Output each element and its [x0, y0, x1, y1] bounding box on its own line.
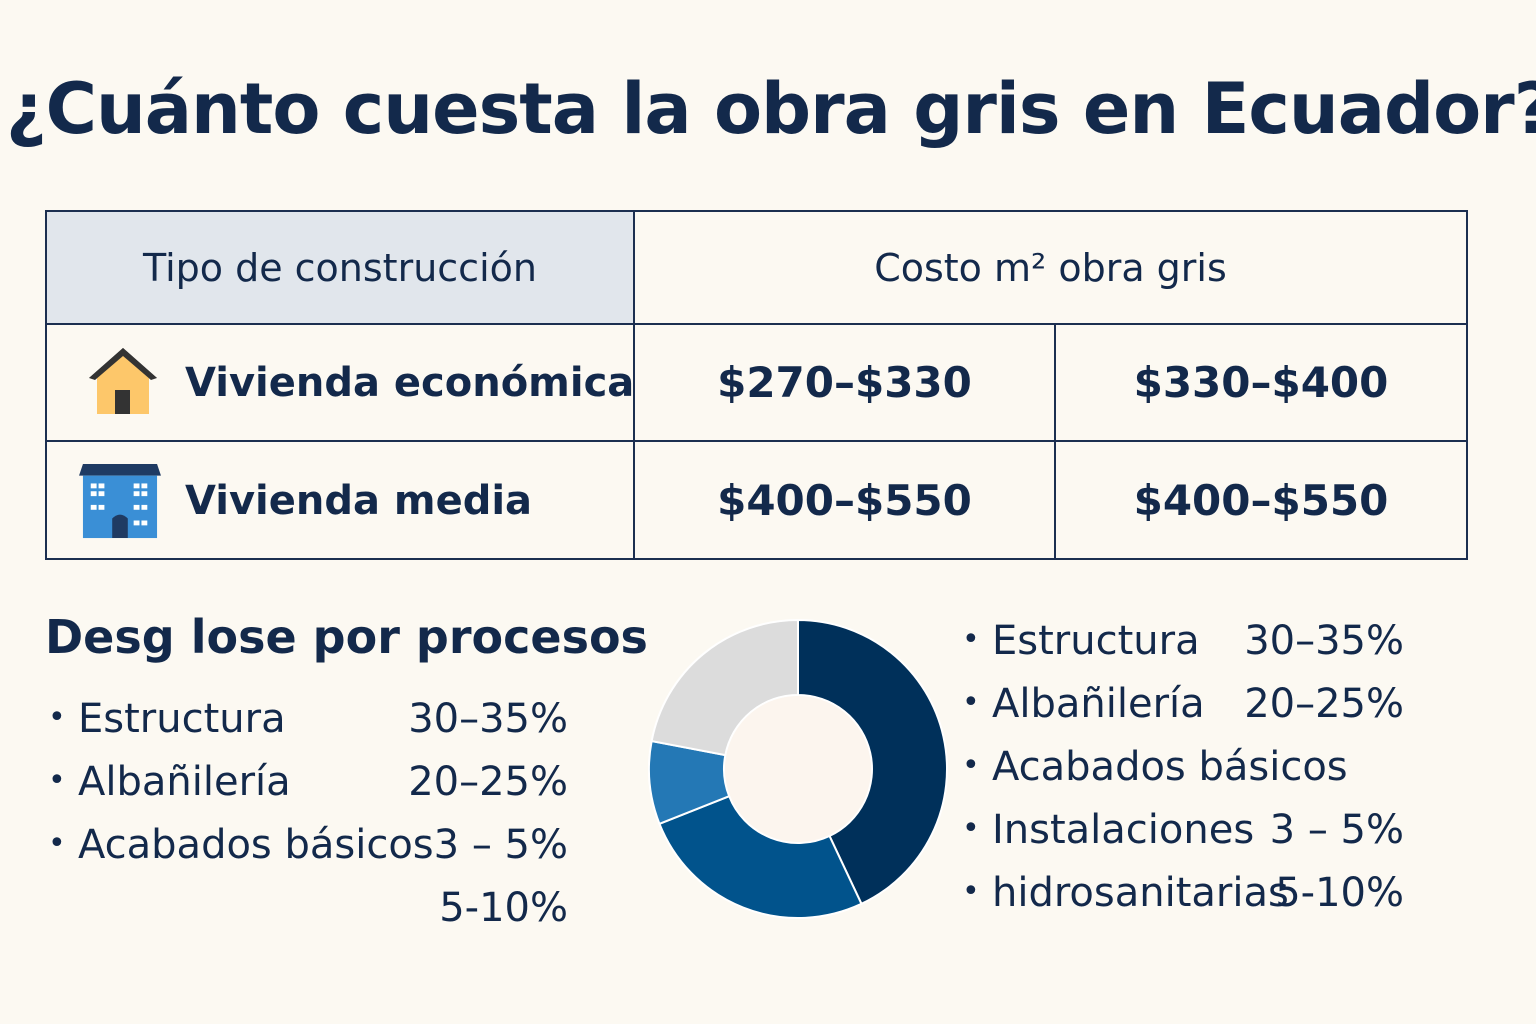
price-media-2: $400–$550 [1133, 476, 1389, 525]
list-item: • Acabados básicos 3 – 5% [48, 818, 568, 881]
house-icon [89, 347, 157, 414]
list-item: • Instalaciones 3 – 5% [962, 803, 1404, 866]
list-item-label: Estructura [992, 618, 1200, 664]
donut-hole [725, 696, 871, 842]
donut-slice-4 [650, 618, 799, 757]
list-item-label: hidrosanitarias [992, 870, 1289, 916]
row-media-type: Vivienda media [47, 442, 635, 559]
bullet: • [962, 748, 980, 783]
bullet: • [962, 811, 980, 846]
list-item-value: 3 – 5% [433, 822, 568, 868]
donut-slice-2 [658, 794, 863, 919]
list-item: • hidrosanitarias 5-10% [962, 866, 1404, 929]
list-item-label: Albañilería [992, 681, 1205, 727]
list-item-label: Albañilería [78, 759, 291, 805]
price-economica-1: $270–$330 [635, 325, 1056, 442]
list-item-value: 30–35% [1244, 618, 1404, 664]
price-media-1: $400–$550 [635, 442, 1056, 559]
list-item-label: Acabados básicos [78, 822, 434, 868]
list-item: • Albañilería 20–25% [962, 677, 1404, 740]
row-label-economica: Vivienda económica [185, 359, 635, 406]
list-item: • Albañilería 20–25% [48, 755, 568, 818]
list-item-label: Acabados básicos [992, 744, 1348, 790]
header-cost-per-m2: Costo m² obra gris [635, 212, 1466, 325]
page-title: ¿Cuánto cuesta la obra gris en Ecuador? [6, 68, 1536, 150]
list-item-label: Estructura [78, 696, 286, 742]
header-construction-type: Tipo de construcción [47, 212, 635, 325]
list-item-value: 5-10% [1275, 870, 1404, 916]
breakdown-list-right: • Estructura 30–35% • Albañilería 20–25%… [962, 614, 1404, 929]
breakdown-list-left: • Estructura 30–35% • Albañilería 20–25%… [48, 692, 568, 944]
bullet: • [48, 700, 66, 735]
row-label-media: Vivienda media [185, 477, 533, 524]
list-item: • Estructura 30–35% [48, 692, 568, 755]
building-icon [79, 463, 161, 538]
donut-slice-1 [797, 618, 948, 906]
list-item: • Estructura 30–35% [962, 614, 1404, 677]
bullet: • [48, 763, 66, 798]
list-item: 5-10% [48, 881, 568, 944]
bullet: • [962, 685, 980, 720]
price-economica-2: $330–$400 [1056, 325, 1466, 442]
list-item: • Acabados básicos [962, 740, 1404, 803]
bullet: • [962, 622, 980, 657]
list-item-value: 20–25% [408, 759, 568, 805]
bullet: • [48, 826, 66, 861]
list-item-label: Instalaciones [992, 807, 1255, 853]
bullet: • [962, 874, 980, 909]
donut-chart [648, 618, 948, 919]
row-economica-type: Vivienda económica [47, 325, 635, 442]
list-item-value: 20–25% [1244, 681, 1404, 727]
cost-table: Tipo de construcción Costo m² obra gris … [45, 210, 1468, 560]
list-item-value: 5-10% [439, 885, 568, 931]
breakdown-title: Desg lose por procesos [45, 610, 648, 664]
list-item-value: 30–35% [408, 696, 568, 742]
list-item-value: 3 – 5% [1269, 807, 1404, 853]
